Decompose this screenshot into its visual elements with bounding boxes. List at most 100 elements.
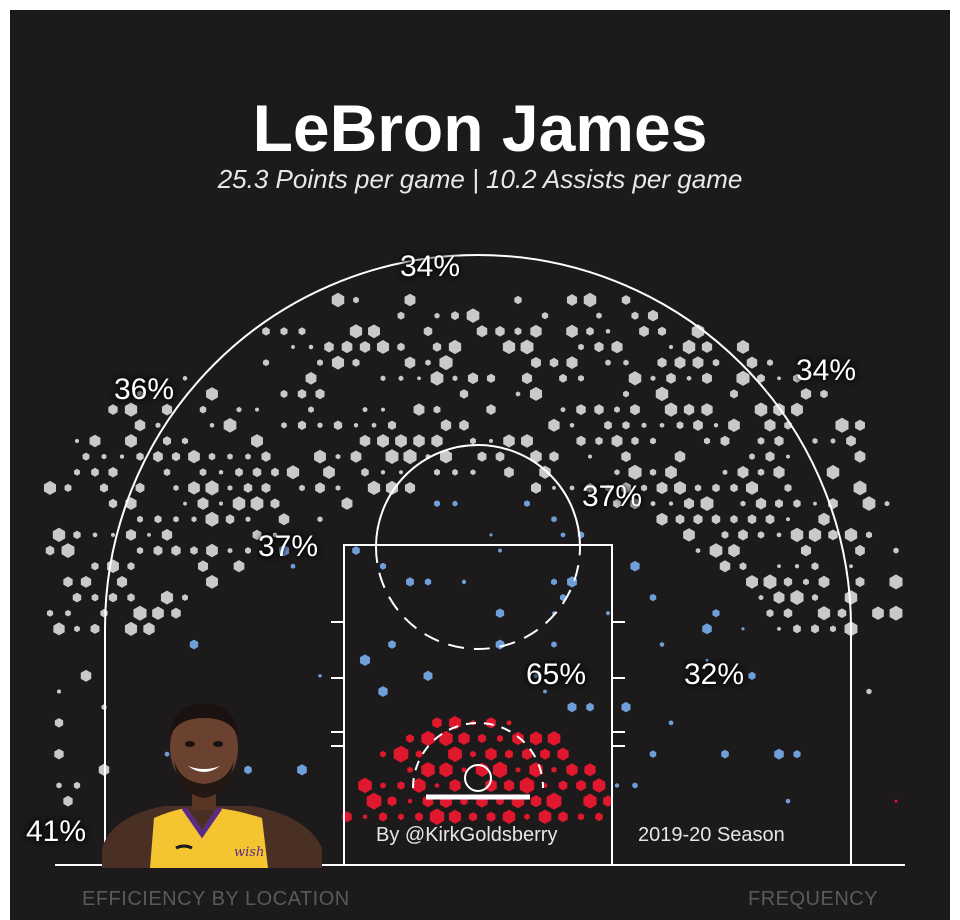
shot-hex — [613, 781, 621, 790]
shot-hex — [754, 495, 768, 512]
shot-hex — [204, 573, 220, 591]
shot-hex — [208, 421, 216, 430]
shot-hex — [549, 639, 559, 650]
shot-hex — [358, 652, 372, 668]
shot-hex — [564, 322, 580, 340]
shot-hex — [519, 337, 535, 357]
shot-hex — [628, 402, 642, 417]
shot-hex — [151, 449, 165, 464]
shot-hex — [564, 354, 580, 371]
free-throw-circle-top — [375, 444, 581, 548]
shot-hex — [789, 401, 805, 419]
shot-hex — [495, 733, 505, 744]
shot-hex — [829, 436, 837, 446]
shot-hex — [71, 529, 83, 541]
shot-hex — [253, 405, 261, 414]
shot-hex — [681, 526, 697, 544]
shot-hex — [358, 433, 372, 449]
shot-hex — [375, 432, 391, 450]
shot-hex — [378, 561, 388, 572]
shot-hex — [366, 322, 382, 340]
shot-hex — [649, 373, 657, 383]
shot-hex — [235, 405, 243, 415]
shot-hex — [496, 546, 504, 555]
shot-hex — [602, 419, 614, 432]
zone-label-right-wing: 34% — [796, 354, 857, 387]
shot-hex — [700, 339, 714, 355]
shot-hex — [744, 573, 760, 591]
shot-hex — [169, 606, 183, 621]
shot-hex — [61, 793, 75, 809]
shot-hex — [654, 511, 670, 528]
page-subtitle: 25.3 Points per game | 10.2 Assists per … — [217, 164, 743, 194]
shot-hex — [584, 481, 596, 495]
shot-hex — [620, 293, 632, 307]
shot-hex — [447, 808, 463, 826]
shot-hex — [406, 796, 414, 806]
shot-hex — [397, 373, 405, 383]
shot-hex — [626, 463, 644, 482]
shot-hex — [432, 498, 442, 509]
shot-hex — [718, 558, 732, 574]
shot-hex — [528, 323, 544, 340]
shot-hex — [447, 338, 463, 356]
shot-hex — [277, 511, 291, 528]
shot-hex — [667, 342, 675, 351]
shot-hex — [79, 668, 93, 684]
shot-hex — [222, 416, 238, 435]
shot-hex — [429, 432, 445, 450]
shot-chart-poster: LeBron James 25.3 Points per game | 10.2… — [10, 10, 950, 920]
shot-hex — [745, 354, 759, 371]
shot-hex — [694, 546, 702, 555]
shot-hex — [691, 512, 705, 527]
shot-hex — [171, 483, 181, 493]
shot-hex — [784, 515, 792, 524]
shot-hex — [870, 604, 886, 622]
shot-hex — [593, 810, 605, 823]
shot-hex — [852, 478, 868, 498]
shot-hex — [98, 607, 110, 620]
shot-hex — [135, 545, 145, 556]
shot-hex — [773, 497, 785, 510]
shot-hex — [864, 686, 874, 697]
shot-hex — [63, 608, 73, 619]
shot-hex — [654, 385, 670, 403]
shot-hex — [675, 419, 685, 432]
shot-hex — [807, 526, 823, 544]
shot-hex — [438, 448, 454, 466]
shot-hex — [491, 759, 509, 780]
zone-label-paint: 65% — [526, 658, 587, 691]
shot-hex — [518, 775, 536, 796]
shot-hex — [349, 448, 363, 465]
shot-hex — [833, 415, 851, 435]
shot-hex — [810, 436, 820, 446]
shot-hex — [107, 497, 119, 511]
shot-hex — [738, 560, 748, 572]
shot-hex — [762, 572, 778, 592]
shot-hex — [601, 793, 615, 809]
shot-hex — [437, 760, 455, 780]
shot-hex — [629, 434, 641, 447]
shot-hex — [888, 604, 904, 623]
shot-hex — [125, 591, 137, 604]
shot-hex — [321, 463, 337, 481]
shot-hex — [502, 777, 516, 794]
shot-hex — [340, 339, 354, 355]
shot-hex — [502, 464, 516, 480]
shot-hex — [277, 543, 291, 559]
shot-hex — [468, 467, 478, 477]
shot-hex — [648, 435, 658, 447]
shot-hex — [522, 498, 532, 509]
shot-hex — [358, 339, 372, 355]
shot-hex — [529, 355, 543, 371]
shot-hex — [377, 810, 389, 824]
shot-hex — [392, 743, 410, 765]
shot-hex — [439, 417, 453, 433]
shot-hex — [753, 400, 769, 419]
shot-hex — [744, 479, 760, 497]
shot-hex — [843, 526, 859, 544]
shot-hex — [89, 622, 101, 636]
shot-hex — [883, 499, 891, 509]
shot-hex — [664, 371, 678, 386]
shot-hex — [519, 432, 535, 450]
